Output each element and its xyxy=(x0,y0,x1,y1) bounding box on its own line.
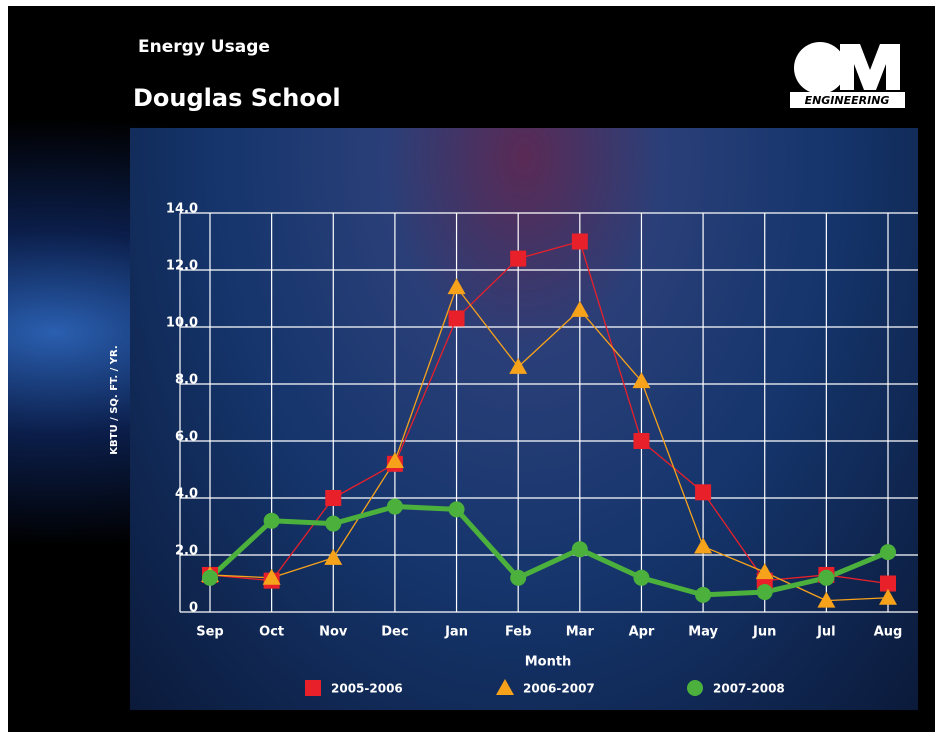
x-tick-label: May xyxy=(688,625,718,640)
data-point xyxy=(264,513,280,529)
x-tick-label: Apr xyxy=(629,625,655,640)
data-point xyxy=(757,584,773,600)
subtitle: Energy Usage xyxy=(138,37,270,57)
y-tick-label: 8.0 xyxy=(175,373,198,388)
x-tick-label: Aug xyxy=(874,625,903,640)
y-tick-label: 12.0 xyxy=(166,259,198,274)
legend-label: 2007-2008 xyxy=(713,682,785,696)
legend-marker xyxy=(687,680,703,696)
data-point xyxy=(510,570,526,586)
data-point xyxy=(572,234,588,250)
series-line xyxy=(210,242,888,584)
x-tick-label: Mar xyxy=(566,625,595,640)
data-point xyxy=(510,251,526,267)
data-point xyxy=(449,310,465,326)
legend-marker xyxy=(496,679,514,695)
title: Douglas School xyxy=(133,84,341,112)
data-point xyxy=(387,499,403,515)
logo-text: ENGINEERING xyxy=(805,94,890,107)
x-axis-label: Month xyxy=(525,655,572,670)
x-tick-label: Jun xyxy=(752,625,776,640)
data-point xyxy=(325,516,341,532)
data-point xyxy=(448,278,466,294)
x-tick-label: Oct xyxy=(259,625,284,640)
data-point xyxy=(818,570,834,586)
data-point xyxy=(817,592,835,608)
legend-marker xyxy=(305,680,321,696)
y-axis-label: KBTU / SQ. FT. / YR. xyxy=(109,345,120,454)
data-point xyxy=(324,549,342,565)
data-point xyxy=(449,501,465,517)
y-tick-label: 2.0 xyxy=(175,544,198,559)
data-point xyxy=(572,541,588,557)
x-tick-label: Dec xyxy=(381,625,408,640)
x-tick-label: Jan xyxy=(444,625,468,640)
data-point xyxy=(633,433,649,449)
y-tick-label: 10.0 xyxy=(166,316,198,331)
series-line xyxy=(210,287,888,600)
legend-label: 2006-2007 xyxy=(523,682,595,696)
y-tick-label: 6.0 xyxy=(175,430,198,445)
y-tick-label: 4.0 xyxy=(175,487,198,502)
x-tick-label: Sep xyxy=(196,625,224,640)
data-point xyxy=(202,570,218,586)
logo: ENGINEERING xyxy=(790,42,905,108)
x-tick-label: Nov xyxy=(319,625,348,640)
page: Energy Usage Douglas School ENGINEERING … xyxy=(0,0,943,742)
y-tick-label: 0 xyxy=(189,601,198,616)
x-tick-label: Feb xyxy=(505,625,531,640)
y-tick-label: 14.0 xyxy=(166,202,198,217)
data-point xyxy=(325,490,341,506)
data-point xyxy=(695,587,711,603)
data-point xyxy=(571,301,589,317)
data-point xyxy=(633,570,649,586)
chart: Energy Usage Douglas School ENGINEERING … xyxy=(0,0,943,742)
data-point xyxy=(880,544,896,560)
data-point xyxy=(695,484,711,500)
data-point xyxy=(694,537,712,553)
x-tick-label: Jul xyxy=(816,625,836,640)
legend-label: 2005-2006 xyxy=(331,682,403,696)
